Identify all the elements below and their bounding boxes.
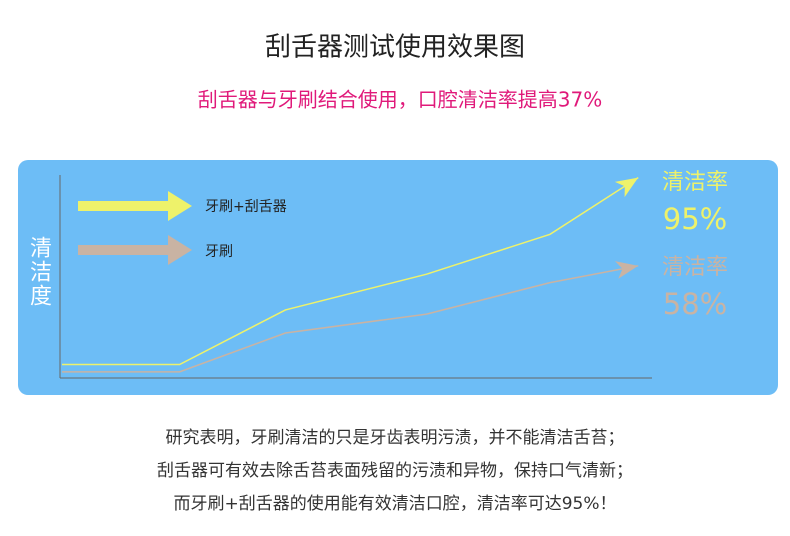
annotation-label: 清洁率	[662, 170, 728, 195]
legend-arrow	[78, 235, 192, 265]
note-line: 而牙刷+刮舌器的使用能有效清洁口腔，清洁率可达95%！	[173, 493, 616, 514]
annotation-label: 清洁率	[662, 255, 728, 280]
legend-arrow	[78, 191, 192, 221]
y-axis-label: 清洁度	[26, 236, 52, 308]
series-line	[62, 176, 639, 366]
series-line	[62, 265, 639, 373]
annotation-value: 95%	[663, 202, 727, 236]
arrowhead	[614, 177, 639, 198]
note-line: 刮舌器可有效去除舌苔表面残留的污渍和异物，保持口气清新；	[157, 461, 633, 481]
note-line: 研究表明，牙刷清洁的只是牙齿表明污渍，并不能清洁舌苔；	[166, 428, 625, 448]
chart-panel	[18, 160, 778, 395]
legend-label: 牙刷+刮舌器	[205, 199, 287, 215]
legend-label: 牙刷	[205, 244, 233, 260]
chart-title: 刮舌器测试使用效果图	[265, 33, 525, 63]
arrowhead	[614, 261, 639, 279]
chart-subtitle: 刮舌器与牙刷结合使用，口腔清洁率提高37%	[198, 88, 602, 112]
annotation-value: 58%	[663, 287, 727, 321]
